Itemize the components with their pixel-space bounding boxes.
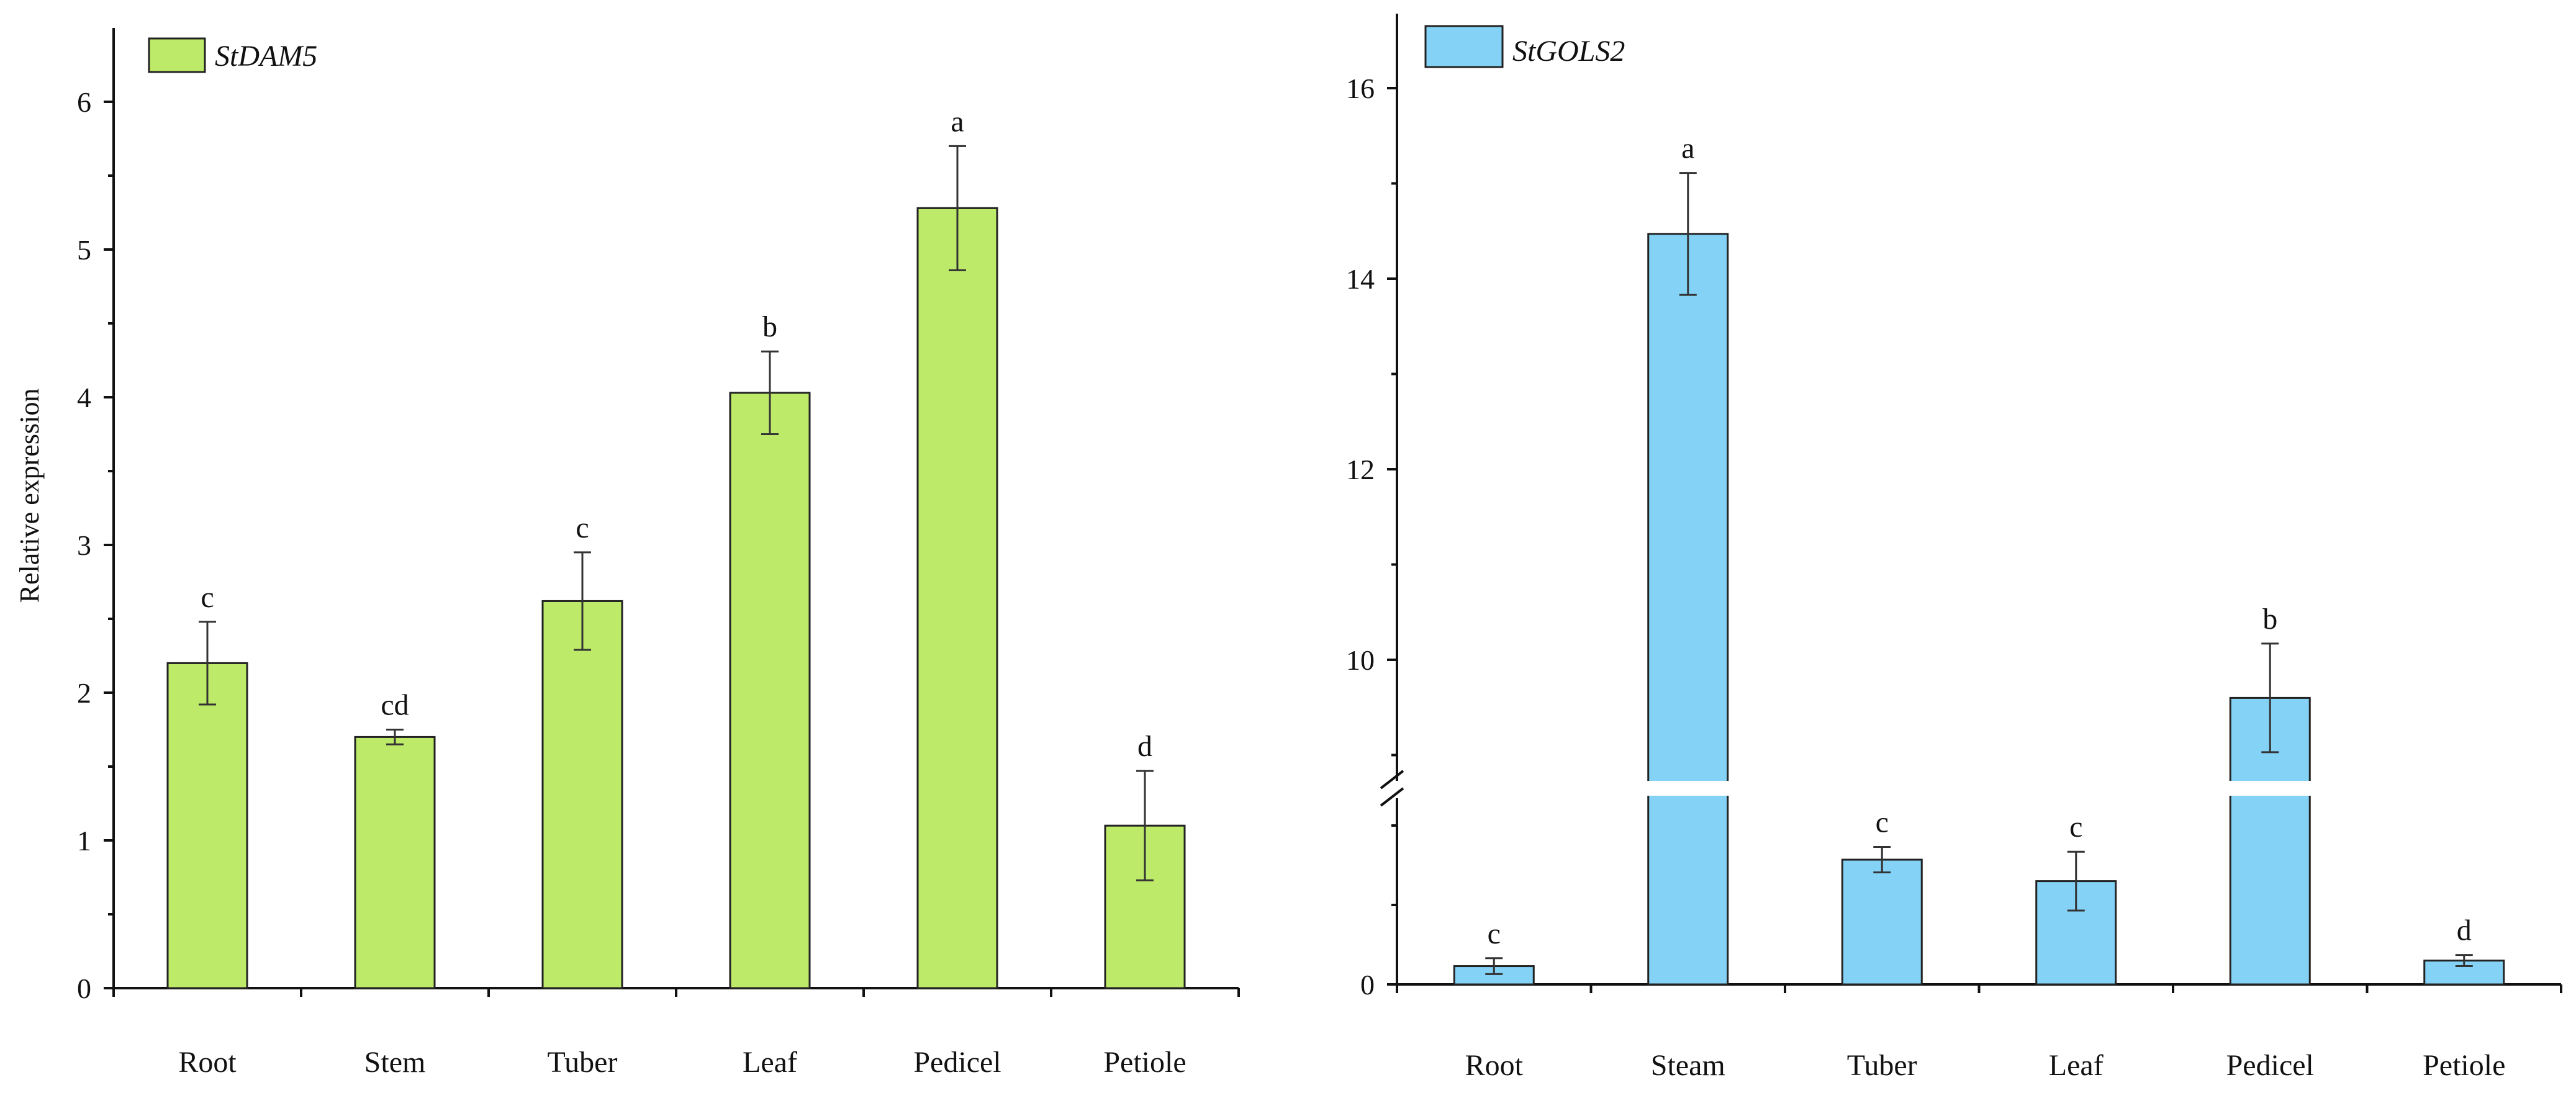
axis-break-mark [1380,787,1404,807]
bar-pedicel [916,207,998,989]
significance-letter: c [1876,806,1889,839]
significance-letter: b [762,310,777,343]
x-tick-label: Leaf [2049,1049,2104,1082]
legend-swatch [148,37,206,73]
y-tick-label: 5 [77,234,91,266]
legend-label: StDAM5 [215,40,317,73]
x-tick-label: Petiole [2423,1049,2505,1082]
significance-letter: c [1488,917,1501,950]
chart-stdam5: 0 1 2 3 4 5 6 Relative expression c Root cd Stem c Tu… [14,28,1240,1079]
significance-letter: cd [381,689,409,722]
y-tick-label: 0 [1360,969,1375,1001]
y-tick-label: 10 [1346,644,1375,676]
significance-letter: a [951,105,964,138]
x-tick-label: Root [1465,1049,1524,1082]
bar-leaf [729,392,811,989]
chart-stgols2: 0 10 12 14 16 c Root a Steam c Tuber c Leaf b Pedicel d… [1346,14,2562,1082]
x-tick-label: Tuber [1847,1049,1917,1082]
legend-label: StGOLS2 [1512,35,1625,68]
significance-letter: c [576,511,589,544]
bar-tuber [541,600,623,989]
bar-stem [354,736,436,989]
y-axis-label: Relative expression [14,389,45,603]
x-tick-label: Petiole [1103,1046,1186,1079]
y-tick-label: 2 [77,677,91,709]
x-tick-label: Root [178,1046,237,1079]
significance-letter: d [2457,914,2472,947]
bar-break-gap [2228,781,2313,796]
y-tick-label: 6 [77,86,91,118]
y-tick-label: 3 [77,529,91,561]
y-tick-label: 4 [77,382,91,413]
axis-break-mark [1380,770,1404,790]
bar-root [166,662,248,989]
y-tick-label: 0 [77,973,91,1004]
x-tick-label: Stem [364,1046,426,1079]
significance-letter: d [1137,730,1152,763]
y-tick-label: 16 [1346,73,1375,104]
significance-letter: c [2069,811,2082,844]
significance-letter: a [1681,132,1694,165]
y-tick-label: 1 [77,825,91,857]
legend-swatch [1424,25,1504,68]
significance-letter: c [201,581,214,614]
x-tick-label: Steam [1651,1049,1725,1082]
x-tick-label: Tuber [548,1046,618,1079]
x-tick-label: Leaf [743,1046,797,1079]
x-tick-label: Pedicel [2226,1049,2314,1082]
y-tick-label: 14 [1346,263,1375,295]
bar-break-gap [1645,781,1730,796]
significance-letter: b [2262,603,2277,636]
x-tick-label: Pedicel [913,1046,1001,1079]
bar-tuber [1841,858,1923,986]
bar-steam [1647,233,1729,986]
y-tick-label: 12 [1346,454,1375,485]
